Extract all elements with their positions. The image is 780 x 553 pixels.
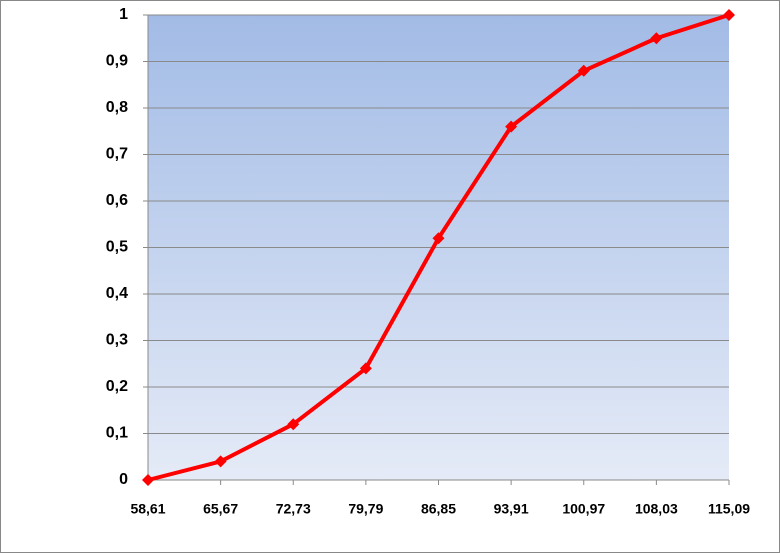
x-tick-label: 115,09 (708, 501, 750, 517)
marker (505, 120, 518, 133)
x-tick-label: 58,61 (130, 501, 165, 517)
x-tick-label: 79,79 (348, 501, 383, 517)
marker (650, 32, 663, 45)
y-tick-label: 0 (119, 471, 128, 488)
x-tick-label: 93,91 (494, 501, 529, 517)
marker (432, 232, 445, 245)
y-tick-label: 0,7 (106, 146, 128, 163)
y-tick-label: 0,3 (106, 332, 128, 349)
y-tick-label: 0,9 (106, 53, 128, 70)
y-tick-label: 0,8 (106, 99, 128, 116)
y-tick-label: 0,4 (106, 285, 128, 302)
x-tick-label: 86,85 (421, 501, 456, 517)
marker (577, 64, 590, 77)
y-tick-label: 1 (119, 6, 128, 23)
x-tick-label: 65,67 (203, 501, 238, 517)
y-tick-label: 0,6 (106, 192, 128, 209)
marker (723, 9, 735, 21)
marker (214, 455, 227, 468)
y-tick-label: 0,1 (106, 425, 128, 442)
marker (359, 362, 372, 375)
x-tick-label: 108,03 (635, 501, 678, 517)
y-tick-label: 0,2 (106, 378, 128, 395)
x-tick-label: 100,97 (562, 501, 605, 517)
x-tick-label: 72,73 (276, 501, 311, 517)
y-tick-label: 0,5 (106, 239, 128, 256)
marker (142, 474, 154, 486)
marker (287, 418, 300, 431)
